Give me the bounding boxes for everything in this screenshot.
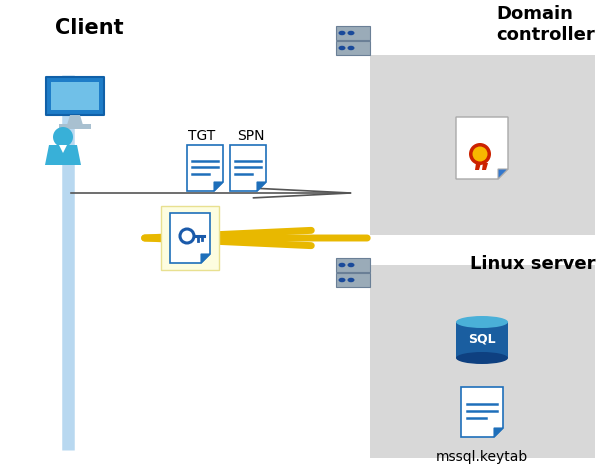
Circle shape	[53, 127, 73, 147]
Text: TGT: TGT	[188, 129, 215, 143]
Polygon shape	[498, 169, 508, 179]
Polygon shape	[461, 387, 503, 437]
Polygon shape	[475, 163, 481, 170]
Bar	[59, 124, 91, 129]
Circle shape	[473, 146, 487, 161]
Text: Client: Client	[55, 18, 124, 38]
Polygon shape	[230, 145, 266, 191]
Ellipse shape	[338, 263, 346, 267]
Ellipse shape	[338, 278, 346, 282]
Bar	[370, 55, 595, 235]
Bar	[336, 258, 370, 272]
Text: Domain
controller: Domain controller	[496, 5, 595, 44]
Ellipse shape	[456, 316, 508, 328]
Polygon shape	[257, 182, 266, 191]
Bar	[336, 273, 370, 287]
Text: SQL: SQL	[468, 332, 496, 345]
Bar	[370, 265, 595, 458]
Bar	[336, 26, 370, 40]
Bar	[456, 322, 508, 358]
Ellipse shape	[347, 263, 355, 267]
Polygon shape	[201, 254, 210, 263]
Bar	[46, 77, 104, 115]
Circle shape	[469, 143, 491, 165]
Ellipse shape	[338, 31, 346, 35]
Polygon shape	[187, 145, 223, 191]
Ellipse shape	[347, 31, 355, 35]
Polygon shape	[59, 145, 67, 153]
Bar	[50, 81, 100, 110]
Text: SPN: SPN	[237, 129, 265, 143]
Polygon shape	[482, 163, 488, 170]
Ellipse shape	[347, 278, 355, 282]
Polygon shape	[170, 213, 210, 263]
Polygon shape	[456, 117, 508, 179]
Ellipse shape	[347, 46, 355, 50]
Polygon shape	[45, 145, 81, 165]
Polygon shape	[494, 428, 503, 437]
Ellipse shape	[456, 352, 508, 364]
Text: Linux server: Linux server	[470, 255, 595, 273]
Text: mssql.keytab: mssql.keytab	[436, 450, 528, 464]
Polygon shape	[67, 115, 83, 125]
Bar	[161, 206, 219, 270]
Ellipse shape	[338, 46, 346, 50]
Polygon shape	[214, 182, 223, 191]
Bar	[336, 41, 370, 55]
